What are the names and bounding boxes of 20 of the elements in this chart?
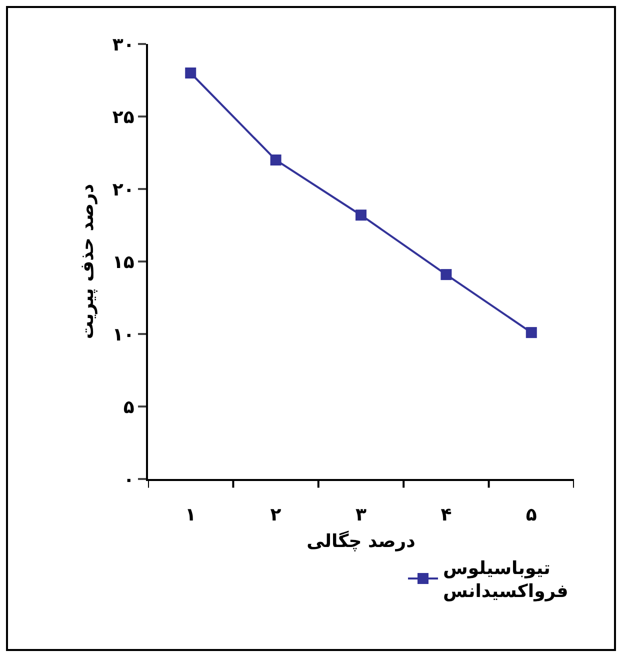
point bbox=[526, 327, 537, 338]
legend-label: تیوباسیلوس فرواکسیدانس bbox=[443, 558, 568, 602]
x-tick-label: ۴ bbox=[440, 504, 452, 526]
y-tick-label: ۰ bbox=[123, 469, 134, 490]
x-tick-label: ۵ bbox=[526, 504, 537, 526]
x-tick-label: ۱ bbox=[185, 504, 196, 526]
y-tick-label: ۱۵ bbox=[112, 252, 134, 273]
y-tick-label: ۵ bbox=[123, 396, 134, 418]
point bbox=[185, 68, 196, 78]
point bbox=[440, 269, 452, 280]
y-tick-label: ۳۰ bbox=[112, 34, 134, 56]
y-tick-label: ۲۵ bbox=[112, 106, 134, 128]
point bbox=[356, 210, 366, 221]
y-tick-label: ۲۰ bbox=[112, 179, 134, 200]
y-tick-label: ۱۰ bbox=[112, 324, 134, 346]
x-tick-label: ۲ bbox=[270, 504, 282, 526]
x-axis-title: درصد چگالی bbox=[306, 530, 416, 552]
x-tick-label: ۳ bbox=[356, 504, 366, 526]
point bbox=[270, 154, 282, 166]
y-axis-title: درصد حذف پیریت bbox=[77, 184, 98, 340]
